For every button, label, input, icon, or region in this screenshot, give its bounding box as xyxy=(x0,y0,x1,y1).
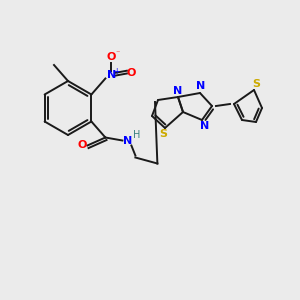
Text: ⁻: ⁻ xyxy=(115,48,120,57)
Text: O: O xyxy=(107,52,116,62)
Text: S: S xyxy=(159,129,167,139)
Text: H: H xyxy=(133,130,140,140)
Text: O: O xyxy=(127,68,136,79)
Text: O: O xyxy=(78,140,87,151)
Text: N: N xyxy=(200,121,210,131)
Text: N: N xyxy=(196,81,206,91)
Text: N: N xyxy=(173,86,183,96)
Text: N: N xyxy=(123,136,132,146)
Text: +: + xyxy=(113,67,120,76)
Text: N: N xyxy=(107,70,116,80)
Text: S: S xyxy=(252,79,260,89)
